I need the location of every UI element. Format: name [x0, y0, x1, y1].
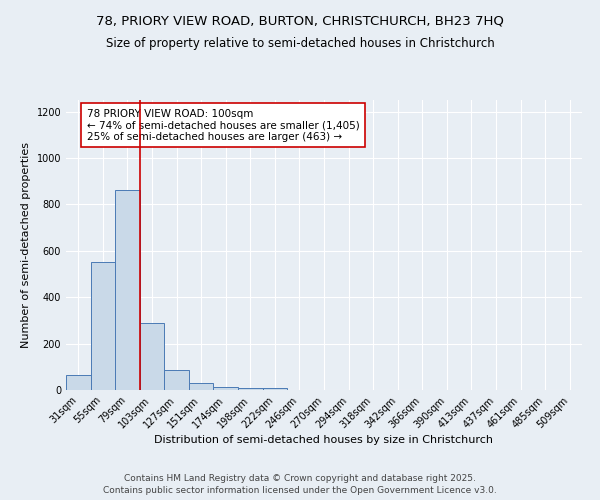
Bar [214, 386, 238, 390]
Bar [115, 190, 140, 390]
Text: 78, PRIORY VIEW ROAD, BURTON, CHRISTCHURCH, BH23 7HQ: 78, PRIORY VIEW ROAD, BURTON, CHRISTCHUR… [96, 15, 504, 28]
X-axis label: Distribution of semi-detached houses by size in Christchurch: Distribution of semi-detached houses by … [155, 436, 493, 446]
Bar [263, 388, 287, 390]
Bar [66, 375, 91, 390]
Bar [238, 388, 263, 390]
Bar [164, 370, 189, 390]
Bar [189, 383, 214, 390]
Text: Contains HM Land Registry data © Crown copyright and database right 2025.
Contai: Contains HM Land Registry data © Crown c… [103, 474, 497, 495]
Bar [91, 262, 115, 390]
Text: 78 PRIORY VIEW ROAD: 100sqm
← 74% of semi-detached houses are smaller (1,405)
25: 78 PRIORY VIEW ROAD: 100sqm ← 74% of sem… [86, 108, 359, 142]
Y-axis label: Number of semi-detached properties: Number of semi-detached properties [21, 142, 31, 348]
Text: Size of property relative to semi-detached houses in Christchurch: Size of property relative to semi-detach… [106, 38, 494, 51]
Bar [140, 322, 164, 390]
